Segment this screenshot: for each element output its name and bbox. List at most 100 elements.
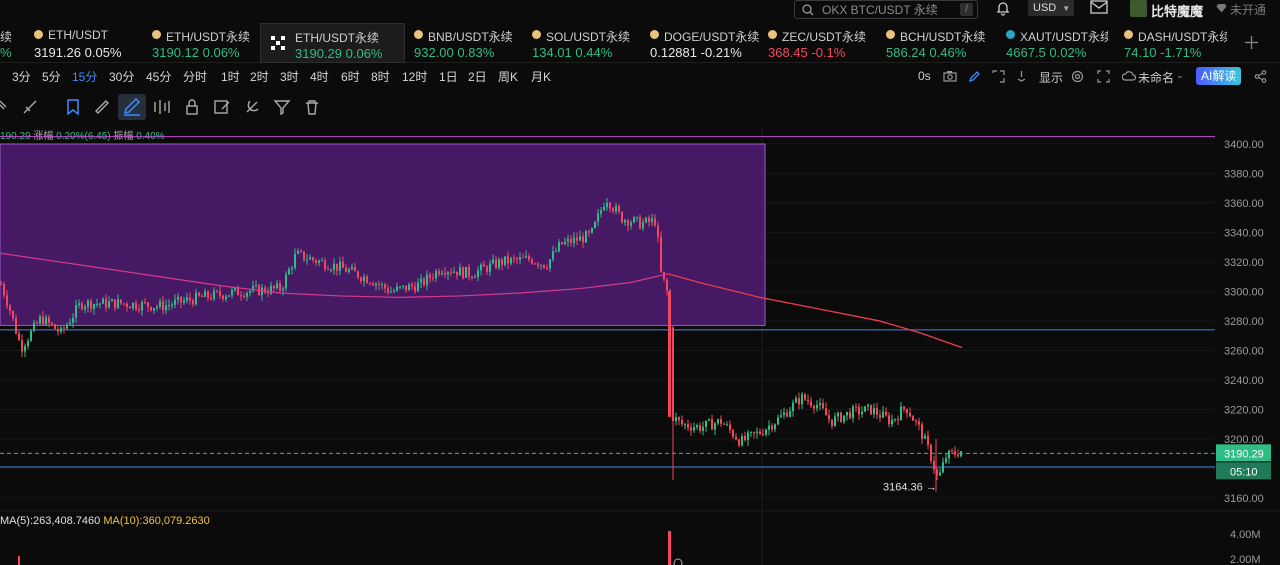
fullscreen-chat-icon[interactable] bbox=[992, 70, 1005, 83]
candle-body bbox=[360, 277, 362, 281]
ticker-item-active[interactable]: ETH/USDT永续 3190.29 0.06% bbox=[260, 23, 405, 63]
interval-option[interactable]: 分时 bbox=[183, 70, 208, 84]
candle-body bbox=[795, 398, 797, 403]
candle-body bbox=[624, 220, 626, 223]
interval-option[interactable]: 3分 bbox=[12, 70, 31, 84]
ticker-item[interactable]: BNB/USDT永续 932.00 0.83% bbox=[412, 23, 522, 63]
add-ticker-icon[interactable] bbox=[1245, 36, 1258, 49]
compare-tool-icon[interactable] bbox=[152, 97, 172, 117]
interval-option[interactable]: 30分 bbox=[109, 70, 135, 84]
candle-body bbox=[216, 290, 218, 292]
candle-body bbox=[552, 251, 554, 260]
candle-body bbox=[87, 300, 89, 307]
candle-body bbox=[339, 261, 341, 271]
ticker-item[interactable]: ETH/USDT 3191.26 0.05% bbox=[32, 23, 142, 63]
ticker-item[interactable]: DOGE/USDT永续 0.12881 -0.21% bbox=[648, 23, 760, 63]
candle-body bbox=[78, 303, 80, 306]
avatar[interactable] bbox=[1130, 0, 1147, 17]
measure-tool-icon[interactable] bbox=[20, 97, 40, 117]
candle-body bbox=[450, 272, 452, 274]
candle-body bbox=[135, 302, 137, 310]
ticker-item[interactable]: DASH/USDT永续 74.10 -1.71% bbox=[1122, 23, 1227, 63]
candle-body bbox=[594, 221, 596, 228]
interval-option[interactable]: 15分 bbox=[72, 70, 98, 84]
edit-tool-icon[interactable] bbox=[212, 97, 232, 117]
candle-body bbox=[600, 210, 602, 214]
share-icon[interactable] bbox=[1254, 70, 1267, 83]
user-name[interactable]: 比特魔魔 bbox=[1151, 4, 1204, 19]
candle-body bbox=[177, 296, 179, 300]
candle-body bbox=[33, 322, 35, 331]
candle-body bbox=[630, 222, 632, 226]
interval-option[interactable]: 5分 bbox=[42, 70, 61, 84]
trash-icon[interactable] bbox=[302, 97, 322, 117]
pencil-icon[interactable] bbox=[968, 70, 981, 83]
interval-option[interactable]: 1日 bbox=[439, 70, 458, 84]
chevron-down-icon: ⌄ bbox=[1176, 70, 1184, 80]
candle-body bbox=[519, 257, 521, 260]
ruler-tool-icon[interactable] bbox=[92, 97, 112, 117]
magnet-tool-icon[interactable] bbox=[242, 97, 262, 117]
ticker-name: DOGE/USDT永续 bbox=[664, 30, 760, 44]
interval-option[interactable]: 6时 bbox=[341, 70, 360, 84]
candle-body bbox=[915, 420, 917, 422]
candle-body bbox=[393, 290, 395, 292]
candle-body bbox=[705, 420, 707, 427]
alert-icon[interactable] bbox=[1015, 70, 1028, 83]
price-chart[interactable]: 3400.00 3380.00 3360.00 3340.00 3320.00 3300.… bbox=[0, 126, 1280, 565]
ticker-item[interactable]: ZEC/USDT永续 368.45 -0.1% bbox=[766, 23, 876, 63]
candle-body bbox=[660, 236, 662, 272]
interval-option[interactable]: 3时 bbox=[280, 70, 299, 84]
interval-option[interactable]: 8时 bbox=[371, 70, 390, 84]
pin-icon[interactable] bbox=[0, 97, 14, 117]
ai-analysis-button[interactable]: AI解读 bbox=[1196, 67, 1242, 85]
ticker-item[interactable]: ETH/USDT永续 3190.12 0.06% bbox=[150, 23, 258, 63]
bell-icon[interactable] bbox=[995, 0, 1011, 16]
candle-body bbox=[822, 403, 824, 409]
top-bar: OKX BTC/USDT 永续 / USD ▼ 比特魔魔 未开通 bbox=[0, 0, 1280, 22]
candle-body bbox=[459, 267, 461, 276]
candle-body bbox=[396, 286, 398, 291]
candle-body bbox=[765, 429, 767, 435]
ticker-item[interactable]: SOL/USDT永续 134.01 0.44% bbox=[530, 23, 642, 63]
candle-body bbox=[858, 406, 860, 415]
filter-icon[interactable] bbox=[272, 97, 292, 117]
coin-icon bbox=[34, 30, 43, 39]
settings-gear-icon[interactable] bbox=[1071, 70, 1084, 83]
expand-icon[interactable] bbox=[1097, 70, 1110, 83]
display-button[interactable]: 显示 bbox=[1039, 71, 1064, 85]
layout-name-select[interactable]: 未命名 bbox=[1138, 71, 1175, 85]
coin-icon bbox=[152, 30, 161, 39]
camera-icon[interactable] bbox=[943, 70, 957, 82]
ticker-item[interactable]: BCH/USDT永续 586.24 0.46% bbox=[884, 23, 999, 63]
range-box-drawing bbox=[0, 143, 766, 326]
draw-tool-selected[interactable] bbox=[118, 94, 146, 120]
candle-body bbox=[222, 295, 224, 300]
interval-option[interactable]: 1时 bbox=[221, 70, 240, 84]
candle-body bbox=[138, 309, 140, 311]
price-axis-label: 3400.00 bbox=[1224, 139, 1264, 151]
currency-select[interactable]: USD ▼ bbox=[1028, 0, 1074, 16]
interval-option[interactable]: 2日 bbox=[468, 70, 487, 84]
lock-tool-icon[interactable] bbox=[182, 97, 202, 117]
mail-icon[interactable] bbox=[1090, 0, 1108, 14]
drawing-toolbar bbox=[0, 93, 340, 121]
bookmark-tool-icon[interactable] bbox=[63, 97, 83, 117]
ticker-item[interactable]: XAUT/USDT永续 4667.5 0.02% bbox=[1004, 23, 1114, 63]
interval-option[interactable]: 45分 bbox=[146, 70, 172, 84]
interval-option[interactable]: 月K bbox=[531, 70, 552, 84]
interval-option[interactable]: 2时 bbox=[250, 70, 269, 84]
candle-body bbox=[645, 217, 647, 223]
candle-body bbox=[918, 421, 920, 425]
candle-body bbox=[90, 300, 92, 310]
interval-option[interactable]: 周K bbox=[498, 70, 519, 84]
ticker-price: 134.01 bbox=[532, 45, 572, 60]
candle-body bbox=[690, 427, 692, 431]
candle-body bbox=[540, 264, 542, 266]
interval-option[interactable]: 4时 bbox=[310, 70, 329, 84]
candle-body bbox=[309, 257, 311, 260]
search-input[interactable]: OKX BTC/USDT 永续 / bbox=[794, 0, 978, 19]
candle-body bbox=[471, 276, 473, 278]
interval-option[interactable]: 12时 bbox=[402, 70, 428, 84]
cloud-icon[interactable] bbox=[1122, 71, 1136, 81]
